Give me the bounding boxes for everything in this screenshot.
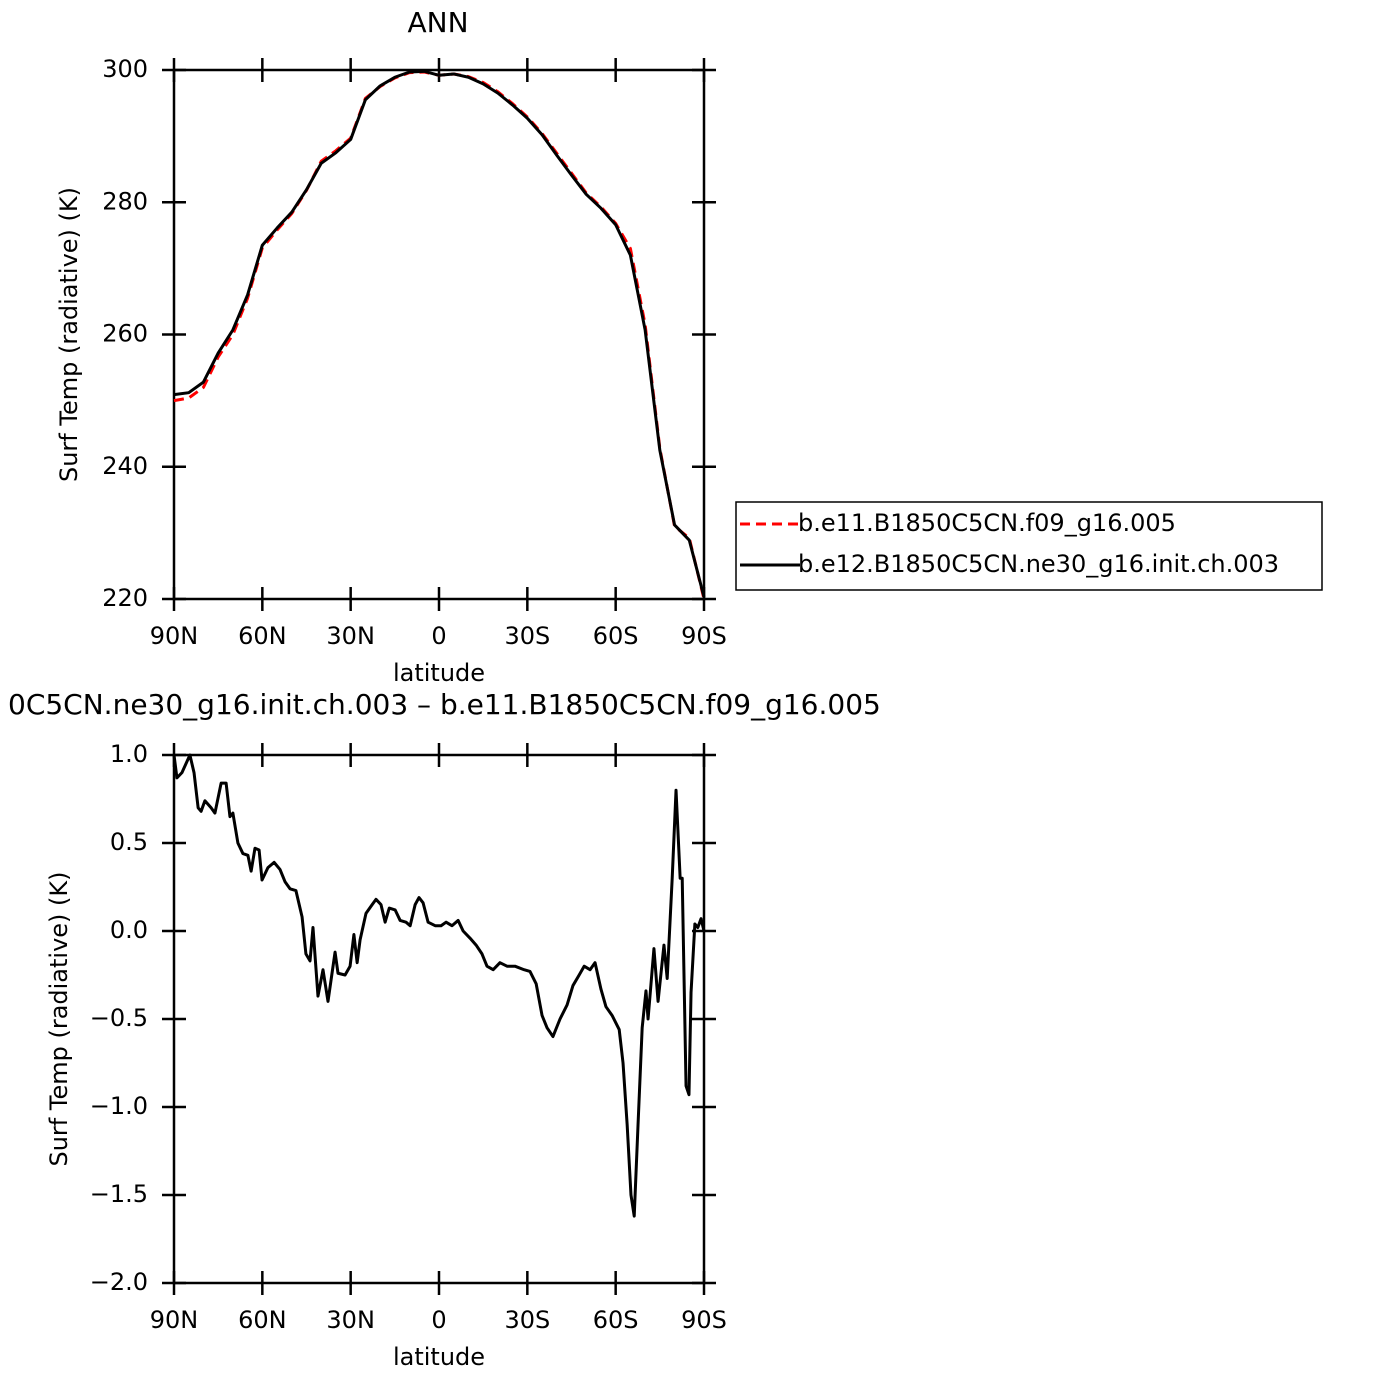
x-tick-label: 90S	[681, 1306, 727, 1334]
x-tick-label: 60S	[593, 1306, 639, 1334]
legend-label: b.e11.B1850C5CN.f09_g16.005	[798, 509, 1176, 537]
legend-label: b.e12.B1850C5CN.ne30_g16.init.ch.003	[798, 550, 1279, 578]
x-tick-label: 30S	[504, 622, 550, 650]
y-tick-label: −1.5	[90, 1180, 148, 1208]
x-tick-label: 60S	[593, 622, 639, 650]
y-tick-label: −0.5	[90, 1004, 148, 1032]
chart-title: ANN	[407, 6, 468, 39]
y-tick-label: 1.0	[110, 740, 148, 768]
data-line	[172, 753, 706, 1218]
legend-box	[735, 501, 1323, 591]
y-tick-label: 240	[102, 452, 148, 480]
y-tick-label: 0.5	[110, 828, 148, 856]
y-tick-label: 300	[102, 55, 148, 83]
x-tick-label: 90N	[150, 622, 199, 650]
x-axis-label: latitude	[393, 1343, 485, 1371]
plot-frame	[172, 753, 706, 1285]
x-tick-label: 60N	[238, 1306, 287, 1334]
x-tick-label: 30S	[504, 1306, 550, 1334]
y-axis-label: Surf Temp (radiative) (K)	[55, 187, 83, 482]
data-line	[173, 70, 706, 600]
x-tick-label: 60N	[238, 622, 287, 650]
y-tick-label: −1.0	[90, 1092, 148, 1120]
x-tick-label: 90S	[681, 622, 727, 650]
plot-frame	[172, 68, 706, 601]
x-tick-label: 0	[431, 622, 446, 650]
y-tick-label: 260	[102, 320, 148, 348]
y-tick-label: 220	[102, 584, 148, 612]
x-tick-label: 0	[431, 1306, 446, 1334]
y-tick-label: −2.0	[90, 1268, 148, 1296]
y-axis-label: Surf Temp (radiative) (K)	[45, 871, 73, 1166]
x-tick-label: 30N	[326, 1306, 375, 1334]
x-axis-label: latitude	[393, 659, 485, 687]
x-tick-label: 90N	[150, 1306, 199, 1334]
y-tick-label: 280	[102, 187, 148, 215]
data-line	[173, 69, 706, 598]
y-tick-label: 0.0	[110, 916, 148, 944]
chart-title: 0C5CN.ne30_g16.init.ch.003 – b.e11.B1850…	[8, 688, 881, 721]
x-tick-label: 30N	[326, 622, 375, 650]
